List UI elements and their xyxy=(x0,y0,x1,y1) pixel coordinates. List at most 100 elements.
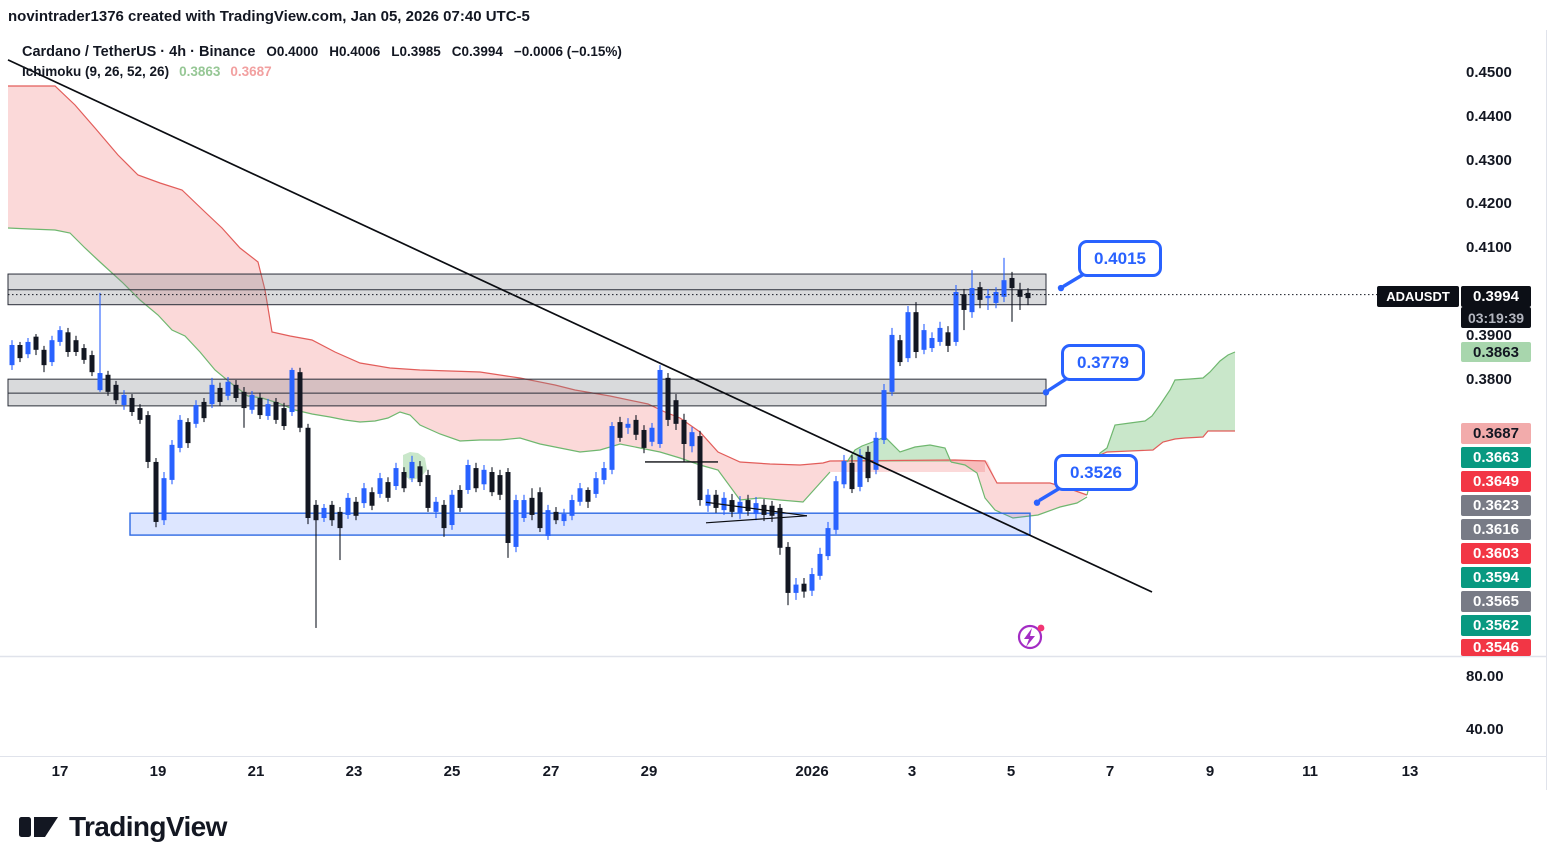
candle-body xyxy=(641,429,647,448)
candle-body xyxy=(681,419,687,444)
candle-body xyxy=(609,426,615,470)
descending-trendline xyxy=(7,59,1153,593)
candle-body xyxy=(913,312,919,353)
tradingview-logo-text: TradingView xyxy=(69,811,227,842)
lightning-bolt xyxy=(1024,628,1035,647)
price-level-badge: 0.3546 xyxy=(1461,639,1531,656)
candle-body xyxy=(665,377,671,420)
candle-body xyxy=(849,462,855,490)
candle-body xyxy=(233,384,239,398)
time-tick-label: 9 xyxy=(1205,763,1215,780)
candle-body xyxy=(873,437,879,470)
candle-body xyxy=(529,497,535,515)
candle-body xyxy=(241,391,247,409)
price-level-badge: 0.3562 xyxy=(1461,615,1531,636)
candle-body xyxy=(209,384,215,405)
candle-body xyxy=(185,422,191,444)
lightning-icon xyxy=(1017,624,1043,650)
price-tick-label: 0.3800 xyxy=(1466,370,1512,388)
candle-body xyxy=(97,373,103,391)
candle-body xyxy=(433,501,439,512)
candle-body xyxy=(825,528,831,557)
time-tick-label: 21 xyxy=(247,763,265,780)
bar-countdown-badge: 03:19:39 xyxy=(1461,307,1531,328)
candle-body xyxy=(857,454,863,487)
chart-legend: Cardano / TetherUS · 4h · Binance O0.400… xyxy=(22,44,622,60)
senkou-b-value: 0.3687 xyxy=(230,64,272,79)
candle-body xyxy=(273,401,279,420)
candle-body xyxy=(905,312,911,359)
callout-anchor-dot xyxy=(1033,499,1041,506)
candle-body xyxy=(353,501,359,516)
candle-body xyxy=(801,583,807,592)
ohlc-open: O0.4000 xyxy=(266,44,319,59)
candle-body xyxy=(777,507,783,548)
candle-body xyxy=(17,344,23,359)
candle-body xyxy=(721,497,727,511)
time-tick-label: 7 xyxy=(1105,763,1115,780)
candle-body xyxy=(841,461,847,485)
candle-body xyxy=(697,436,703,501)
ichimoku-cloud-edge xyxy=(7,227,831,503)
pennant-line xyxy=(705,515,808,524)
price-callout-0.3526[interactable]: 0.3526 xyxy=(1054,454,1138,491)
oscillator-tick-label: 40.00 xyxy=(1466,721,1504,738)
tradingview-logo[interactable]: TradingView xyxy=(18,810,227,844)
candle-body xyxy=(865,451,871,479)
senkou-a-value: 0.3863 xyxy=(179,64,221,79)
candle-body xyxy=(177,419,183,448)
candle-body xyxy=(561,514,567,522)
ichimoku-cloud-edge xyxy=(846,436,952,463)
candle-body xyxy=(513,500,519,547)
pennant-line xyxy=(705,501,808,517)
candle-body xyxy=(457,489,463,508)
candle-body xyxy=(745,500,751,511)
time-tick-label: 19 xyxy=(149,763,167,780)
candle-body xyxy=(441,504,447,529)
candle-body xyxy=(601,468,607,480)
ichimoku-cloud-edge xyxy=(1099,430,1235,456)
candle-body xyxy=(945,332,951,346)
candle-body xyxy=(953,292,959,342)
attribution-text: novintrader1376 created with TradingView… xyxy=(8,8,530,25)
candle-body xyxy=(249,394,255,410)
tradingview-logo-icon xyxy=(19,817,58,837)
ichimoku-cloud xyxy=(847,437,951,462)
price-level-badge: 0.3603 xyxy=(1461,543,1531,564)
candle-body xyxy=(417,466,423,483)
price-level-badge: 0.3863 xyxy=(1461,342,1531,362)
candle-body xyxy=(545,510,551,536)
ichimoku-cloud xyxy=(403,452,427,480)
candle-body xyxy=(369,492,375,506)
price-callout-0.3779[interactable]: 0.3779 xyxy=(1061,344,1145,381)
candle-body xyxy=(1009,277,1015,289)
candle-body xyxy=(201,401,207,419)
candle-body xyxy=(633,419,639,435)
price-level-badge: 0.3663 xyxy=(1461,447,1531,468)
candle-body xyxy=(1017,289,1023,297)
candle-body xyxy=(713,494,719,508)
candle-body xyxy=(385,482,391,498)
candle-body xyxy=(129,397,135,413)
candle-body xyxy=(497,475,503,495)
price-tick-label: 0.3900 xyxy=(1466,326,1512,344)
candle-body xyxy=(25,341,31,355)
time-tick-label: 23 xyxy=(345,763,363,780)
time-tick-label: 25 xyxy=(443,763,461,780)
candle-body xyxy=(393,468,399,487)
candle-body xyxy=(65,332,71,353)
candle-body xyxy=(9,344,15,366)
candle-body xyxy=(785,546,791,593)
candle-body xyxy=(921,330,927,350)
candle-body xyxy=(121,394,127,406)
candle-body xyxy=(161,478,167,521)
time-tick-label: 29 xyxy=(640,763,658,780)
price-callout-0.4015[interactable]: 0.4015 xyxy=(1078,240,1162,277)
candle-body xyxy=(153,461,159,522)
ohlc-close: C0.3994 xyxy=(451,44,503,59)
price-tick-label: 0.4400 xyxy=(1466,107,1512,125)
candle-body xyxy=(377,478,383,494)
demand-zone-0.3526 xyxy=(129,512,1031,536)
